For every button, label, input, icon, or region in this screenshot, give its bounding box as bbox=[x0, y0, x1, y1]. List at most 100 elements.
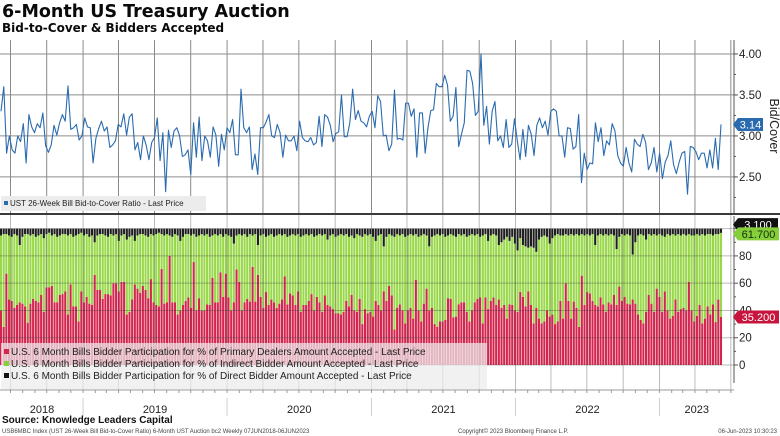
bar-direct-bidder bbox=[687, 228, 690, 235]
bar-indirect-bidder bbox=[195, 236, 198, 311]
bar-direct-bidder bbox=[224, 228, 227, 235]
bar-direct-bidder bbox=[240, 228, 243, 236]
bar-direct-bidder bbox=[575, 228, 578, 235]
bar-direct-bidder bbox=[682, 228, 685, 235]
bar-primary-dealers bbox=[96, 290, 99, 365]
bar-indirect-bidder bbox=[224, 234, 227, 274]
bar-primary-dealers bbox=[310, 294, 313, 365]
bar-primary-dealers bbox=[529, 305, 533, 365]
bar-direct-bidder bbox=[219, 228, 222, 235]
bar-direct-bidder bbox=[679, 228, 682, 236]
bar-direct-bidder bbox=[591, 228, 594, 235]
bar-direct-bidder bbox=[521, 228, 524, 245]
bar-primary-dealers bbox=[104, 294, 107, 365]
bar-indirect-bidder bbox=[200, 234, 203, 311]
bar-indirect-bidder bbox=[369, 234, 372, 312]
bar-primary-dealers bbox=[401, 310, 404, 365]
bar-primary-dealers bbox=[0, 310, 3, 365]
bar-direct-bidder bbox=[232, 228, 235, 244]
bar-primary-dealers bbox=[246, 298, 249, 365]
bar-indirect-bidder bbox=[168, 235, 171, 256]
bar-direct-bidder bbox=[380, 228, 383, 235]
bar-indirect-bidder bbox=[289, 235, 292, 294]
bar-primary-dealers bbox=[171, 302, 174, 365]
bar-indirect-bidder bbox=[495, 235, 498, 305]
bar-direct-bidder bbox=[545, 228, 549, 237]
bar-primary-dealers bbox=[390, 295, 393, 365]
bar-primary-dealers bbox=[714, 322, 717, 365]
bar-direct-bidder bbox=[385, 228, 388, 237]
bar-primary-dealers bbox=[315, 296, 318, 365]
bar-indirect-bidder bbox=[508, 240, 511, 305]
bar-primary-dealers bbox=[460, 302, 463, 365]
bar-indirect-bidder bbox=[623, 235, 626, 297]
bar-indirect-bidder bbox=[543, 235, 546, 322]
bar-indirect-bidder bbox=[131, 235, 134, 300]
bar-direct-bidder bbox=[275, 228, 278, 236]
line-chart-legend: UST 26-Week Bill Bid-to-Cover Ratio - La… bbox=[1, 196, 206, 211]
bar-direct-bidder bbox=[516, 228, 519, 251]
bar-primary-dealers bbox=[647, 294, 650, 365]
bar-primary-dealers bbox=[572, 301, 575, 365]
bar-direct-bidder bbox=[564, 228, 567, 235]
bar-direct-bidder bbox=[120, 228, 123, 236]
bar-direct-bidder bbox=[481, 228, 484, 236]
bar-primary-dealers bbox=[61, 294, 64, 365]
bar-direct-bidder bbox=[645, 228, 648, 240]
bar-indirect-bidder bbox=[489, 235, 492, 301]
bar-direct-bidder bbox=[618, 228, 621, 237]
bar-primary-dealers bbox=[503, 305, 506, 365]
bar-indirect-bidder bbox=[337, 235, 340, 314]
bar-indirect-bidder bbox=[578, 235, 581, 327]
bar-primary-dealers bbox=[626, 303, 629, 365]
bar-indirect-bidder bbox=[465, 236, 468, 312]
bar-indirect-bidder bbox=[679, 235, 682, 310]
bar-direct-bidder bbox=[286, 228, 289, 237]
bar-primary-dealers bbox=[272, 302, 276, 365]
bar-indirect-bidder bbox=[535, 251, 538, 308]
bar-indirect-bidder bbox=[671, 234, 674, 316]
bar-direct-bidder bbox=[631, 228, 634, 255]
bar-direct-bidder bbox=[653, 228, 656, 235]
bar-direct-bidder bbox=[674, 228, 677, 236]
bar-primary-dealers bbox=[666, 310, 669, 365]
bar-indirect-bidder bbox=[21, 236, 24, 304]
bar-direct-bidder bbox=[5, 228, 8, 235]
bar-primary-dealers bbox=[677, 311, 680, 365]
bar-primary-dealers bbox=[120, 281, 123, 365]
bar-direct-bidder bbox=[96, 228, 99, 236]
bar-direct-bidder bbox=[701, 228, 704, 235]
bar-indirect-bidder bbox=[540, 236, 543, 324]
bar-primary-dealers bbox=[211, 277, 214, 365]
bar-direct-bidder bbox=[173, 228, 177, 235]
bar-primary-dealers bbox=[173, 302, 177, 365]
bar-indirect-bidder bbox=[267, 235, 270, 305]
bar-primary-dealers bbox=[155, 305, 158, 365]
bar-direct-bidder bbox=[425, 228, 428, 236]
bar-primary-dealers bbox=[430, 307, 433, 365]
bar-primary-dealers bbox=[548, 316, 551, 365]
bar-primary-dealers bbox=[709, 314, 712, 365]
bar-primary-dealers bbox=[109, 295, 112, 365]
bar-indirect-bidder bbox=[58, 235, 61, 295]
bar-indirect-bidder bbox=[492, 234, 495, 298]
bar-indirect-bidder bbox=[208, 236, 211, 305]
legend-swatch-black-icon bbox=[4, 373, 9, 378]
bar-indirect-bidder bbox=[687, 234, 690, 282]
bar-indirect-bidder bbox=[610, 234, 613, 305]
bar-indirect-bidder bbox=[479, 236, 482, 298]
y-tick-label: 20 bbox=[739, 333, 752, 345]
bar-direct-bidder bbox=[2, 228, 5, 235]
bar-direct-bidder bbox=[369, 228, 372, 235]
bar-primary-dealers bbox=[554, 324, 557, 365]
bar-direct-bidder bbox=[353, 228, 356, 239]
bar-primary-dealers bbox=[195, 310, 198, 365]
bar-primary-dealers bbox=[200, 310, 203, 365]
bar-indirect-bidder bbox=[270, 234, 273, 300]
bar-primary-dealers bbox=[492, 297, 495, 365]
bar-indirect-bidder bbox=[425, 235, 428, 289]
bar-direct-bidder bbox=[463, 228, 466, 235]
bar-direct-bidder bbox=[414, 228, 417, 235]
bar-direct-bidder bbox=[329, 228, 332, 236]
bar-indirect-bidder bbox=[513, 243, 516, 311]
